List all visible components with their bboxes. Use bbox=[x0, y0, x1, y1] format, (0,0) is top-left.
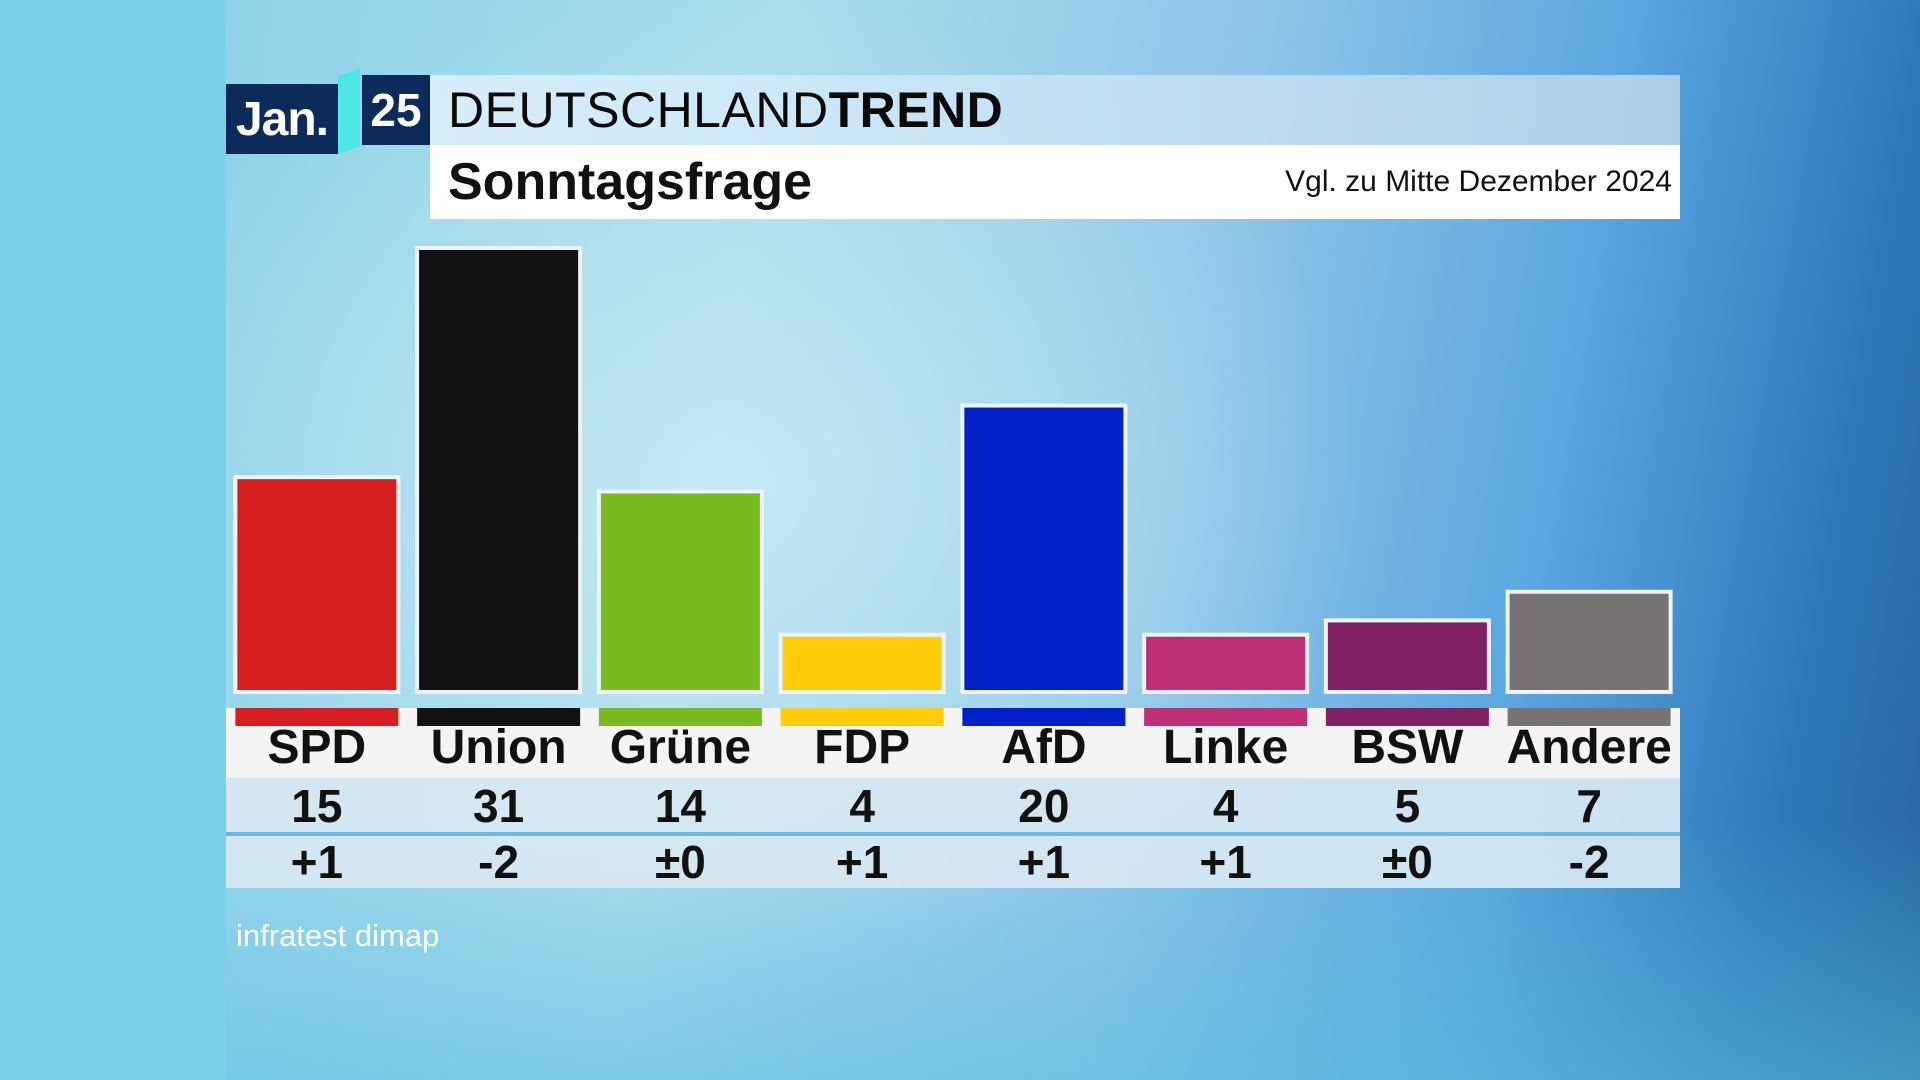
change-label-linke: +1 bbox=[1199, 836, 1252, 888]
brand-title: DEUTSCHLAND TREND bbox=[448, 80, 1003, 140]
brand-title-bold: TREND bbox=[828, 82, 1004, 138]
change-label-andere: -2 bbox=[1568, 836, 1610, 888]
change-label-union: -2 bbox=[478, 836, 520, 888]
category-label-afd: AfD bbox=[1001, 720, 1087, 774]
table-divider bbox=[226, 832, 1680, 836]
month-badge: Jan. bbox=[226, 84, 338, 154]
value-label-linke: 4 bbox=[1212, 780, 1239, 832]
party-changes-band bbox=[226, 836, 1680, 888]
change-label-bsw: ±0 bbox=[1381, 836, 1433, 888]
year-badge: 25 bbox=[362, 75, 430, 145]
subtitle-band bbox=[430, 145, 1680, 219]
value-label-andere: 7 bbox=[1576, 780, 1602, 832]
category-label-gr-ne: Grüne bbox=[609, 720, 752, 774]
value-label-spd: 15 bbox=[291, 780, 343, 832]
value-label-union: 31 bbox=[473, 780, 525, 832]
change-label-afd: +1 bbox=[1017, 836, 1071, 888]
value-label-fdp: 4 bbox=[849, 780, 875, 832]
value-label-gr-ne: 14 bbox=[654, 780, 706, 832]
brand-title-light: DEUTSCHLAND bbox=[448, 82, 829, 138]
change-label-fdp: +1 bbox=[835, 836, 889, 888]
badge-accent-stripe bbox=[338, 67, 360, 154]
category-label-linke: Linke bbox=[1162, 720, 1289, 774]
change-label-gr-ne: ±0 bbox=[654, 836, 706, 888]
party-values-band bbox=[226, 778, 1680, 834]
title-band bbox=[430, 75, 1680, 145]
category-label-spd: SPD bbox=[267, 720, 367, 774]
chart-subtitle: Sonntagsfrage bbox=[448, 153, 813, 211]
source-credit: infratest dimap bbox=[236, 918, 440, 953]
value-label-afd: 20 bbox=[1018, 780, 1070, 832]
category-label-union: Union bbox=[430, 720, 567, 774]
category-label-andere: Andere bbox=[1506, 720, 1672, 774]
category-label-bsw: BSW bbox=[1351, 720, 1464, 774]
value-label-bsw: 5 bbox=[1394, 780, 1421, 832]
comparison-note: Vgl. zu Mitte Dezember 2024 bbox=[1285, 165, 1672, 198]
change-label-spd: +1 bbox=[290, 836, 344, 888]
category-label-fdp: FDP bbox=[814, 720, 911, 774]
